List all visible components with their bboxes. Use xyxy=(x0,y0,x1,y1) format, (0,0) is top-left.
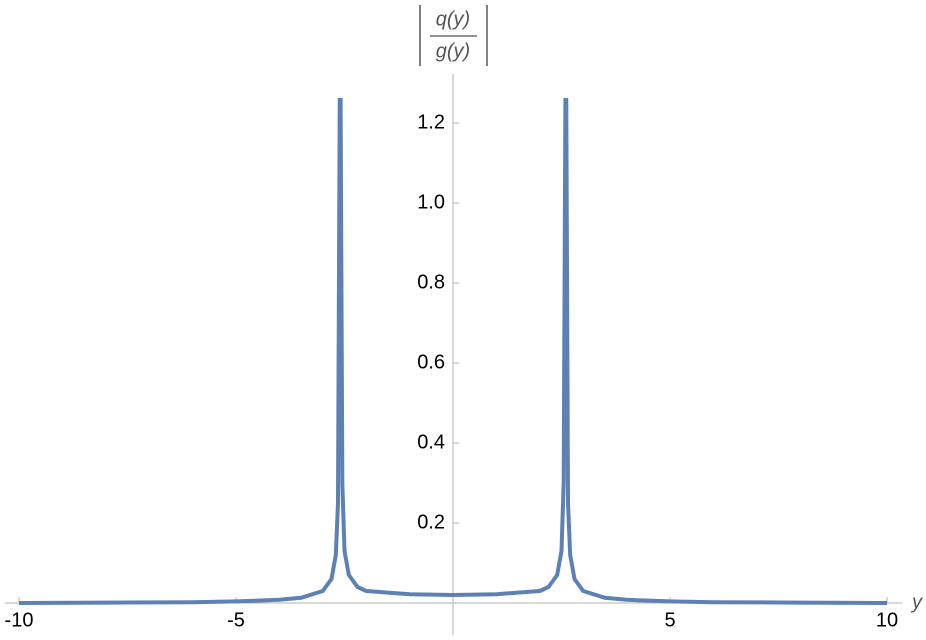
y-tick-label: 1.2 xyxy=(417,111,445,133)
y-tick-label: 0.6 xyxy=(417,351,445,373)
y-tick-label: 0.4 xyxy=(417,431,445,453)
y-tick-label: 1.0 xyxy=(417,191,445,213)
y-label-numerator: q(y) xyxy=(436,8,470,30)
x-tick-label: -10 xyxy=(5,609,34,631)
x-tick-label: -5 xyxy=(227,609,245,631)
y-label-denominator: g(y) xyxy=(436,40,470,62)
x-axis-label: y xyxy=(910,591,923,613)
x-tick-label: 5 xyxy=(664,609,675,631)
line-series xyxy=(18,98,888,605)
y-tick-label: 0.8 xyxy=(417,271,445,293)
y-tick-label: 0.2 xyxy=(417,511,445,533)
x-tick-label: 10 xyxy=(876,609,898,631)
